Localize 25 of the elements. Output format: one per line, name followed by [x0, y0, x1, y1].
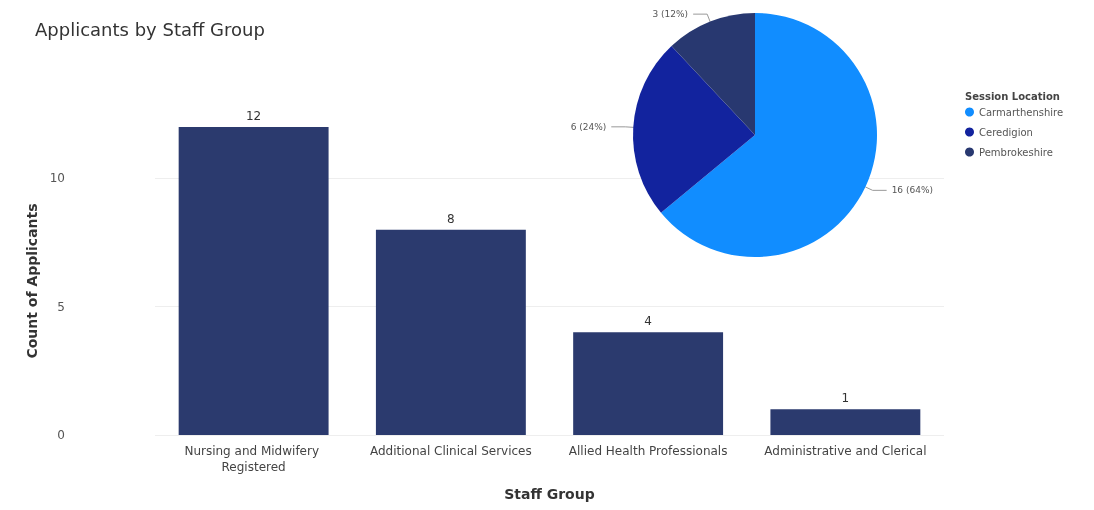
- bar: [178, 127, 329, 435]
- data-label: 8: [447, 211, 455, 226]
- data-label: 6 (24%): [570, 121, 607, 132]
- x-tick-label: Administrative and Clerical: [764, 444, 927, 458]
- data-label: 4: [644, 314, 652, 329]
- bar: [573, 332, 724, 435]
- legend-label: Pembrokeshire: [979, 146, 1053, 158]
- chart-title: Applicants by Staff Group: [35, 18, 265, 40]
- legend-label: Carmarthenshire: [979, 106, 1064, 118]
- x-tick-label: Allied Health Professionals: [568, 444, 728, 458]
- data-label: 1: [841, 391, 850, 406]
- data-label: 3 (12%): [652, 9, 689, 20]
- bar: [770, 409, 921, 435]
- x-axis-title: Staff Group: [504, 486, 595, 502]
- x-tick-label: Nursing and Midwifery Registered: [184, 444, 323, 474]
- data-label: 16 (64%): [891, 185, 933, 196]
- legend-title: Session Location: [965, 90, 1060, 102]
- legend-label: Ceredigion: [979, 126, 1033, 138]
- data-label: 12: [245, 109, 262, 123]
- bar: [375, 229, 526, 435]
- x-tick-label: Additional Clinical Services: [370, 444, 532, 458]
- y-tick-label: 10: [49, 171, 65, 186]
- y-tick-label: 0: [57, 428, 65, 442]
- y-tick-label: 5: [57, 299, 65, 314]
- y-axis-title: Count of Applicants: [23, 203, 40, 359]
